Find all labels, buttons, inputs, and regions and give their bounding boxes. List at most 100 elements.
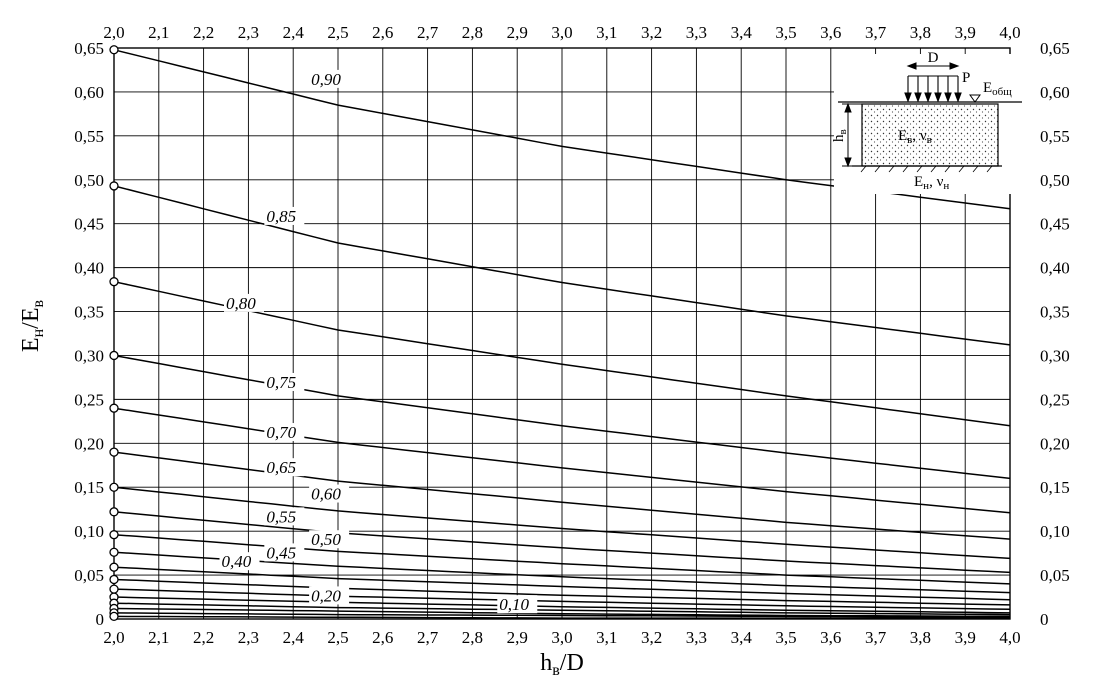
x-tick-label-top: 3,5: [775, 23, 796, 42]
y-tick-label-right: 0,30: [1040, 346, 1070, 365]
x-tick-label-bottom: 2,7: [417, 628, 439, 647]
x-tick-label-bottom: 2,2: [193, 628, 214, 647]
series-line: [113, 451, 1011, 540]
series-line: [113, 578, 1011, 606]
y-tick-label-left: 0,25: [74, 390, 104, 409]
thickness-dimension: [842, 102, 862, 168]
series-label: 0,60: [311, 485, 341, 504]
x-tick-label-top: 3,1: [596, 23, 617, 42]
series-label: 0,90: [311, 70, 341, 89]
total-modulus-label: Eобщ: [983, 80, 1012, 98]
y-tick-label-left: 0,40: [74, 259, 104, 278]
x-tick-label-top: 3,9: [955, 23, 976, 42]
series-line: [113, 566, 1011, 601]
series-start-marker: [109, 277, 119, 287]
x-tick-label-top: 2,2: [193, 23, 214, 42]
x-tick-label-top: 2,8: [462, 23, 483, 42]
x-tick-label-bottom: 2,4: [283, 628, 305, 647]
x-tick-label-top: 3,4: [731, 23, 753, 42]
y-tick-label-right: 0,35: [1040, 303, 1070, 322]
series-start-marker: [109, 507, 119, 517]
y-tick-label-left: 0,60: [74, 83, 104, 102]
series-line: [113, 551, 1011, 594]
x-tick-label-top: 2,3: [238, 23, 259, 42]
series-line: [113, 407, 1011, 514]
y-tick-label-left: 0,55: [74, 127, 104, 146]
series-label-background: [309, 484, 350, 503]
x-tick-label-bottom: 2,9: [507, 628, 528, 647]
y-tick-label-left: 0,65: [74, 39, 104, 58]
series-line: [113, 354, 1011, 480]
y-tick-label-right: 0: [1040, 610, 1049, 629]
series-label: 0,20: [311, 586, 341, 605]
plot-frame: [113, 47, 1011, 620]
y-tick-label-right: 0,65: [1040, 39, 1070, 58]
x-tick-label-top: 3,2: [641, 23, 662, 42]
lower-layer-label: Eн, νн: [914, 174, 949, 192]
x-tick-label-bottom: 2,0: [103, 628, 124, 647]
x-tick-label-top: 2,4: [283, 23, 305, 42]
x-tick-label-bottom: 3,2: [641, 628, 662, 647]
series-line: [113, 588, 1011, 611]
series-label-background: [497, 595, 538, 614]
series-line: [113, 280, 1011, 427]
base-hatching: [860, 165, 993, 173]
series-line: [113, 596, 1011, 614]
y-tick-label-left: 0: [96, 610, 105, 629]
x-tick-label-bottom: 3,1: [596, 628, 617, 647]
series-line: [113, 607, 1011, 618]
x-tick-label-bottom: 4,0: [999, 628, 1020, 647]
y-tick-label-right: 0,50: [1040, 171, 1070, 190]
y-tick-label-left: 0,15: [74, 478, 104, 497]
x-tick-label-bottom: 2,6: [372, 628, 393, 647]
y-tick-label-left: 0,30: [74, 346, 104, 365]
x-tick-label-top: 3,0: [551, 23, 572, 42]
x-axis-title: hв/D: [540, 650, 584, 679]
series-label: 0,10: [499, 595, 529, 614]
y-tick-label-right: 0,15: [1040, 478, 1070, 497]
curves-layer: 0,90 0,85 0,80 0,75 0,70 0,65 0,60 0,55 0,50 0,45…: [109, 45, 1011, 622]
x-tick-label-top: 3,8: [910, 23, 931, 42]
x-tick-label-top: 3,7: [865, 23, 887, 42]
y-tick-label-right: 0,20: [1040, 434, 1070, 453]
surface-marker-icon: [969, 94, 981, 103]
series-start-marker: [109, 574, 119, 585]
series-start-marker: [109, 45, 119, 55]
x-tick-label-bottom: 3,7: [865, 628, 887, 647]
series-label-background: [264, 372, 305, 391]
y-tick-label-left: 0,05: [74, 566, 104, 585]
y-tick-label-right: 0,25: [1040, 390, 1070, 409]
series-line: [113, 185, 1011, 346]
x-tick-label-top: 2,0: [103, 23, 124, 42]
x-tick-label-top: 2,9: [507, 23, 528, 42]
series-label-background: [309, 69, 350, 88]
series-line: [113, 486, 1011, 560]
load-arrows: [904, 75, 962, 103]
x-tick-label-bottom: 2,1: [148, 628, 169, 647]
x-tick-label-top: 2,6: [372, 23, 393, 42]
series-start-marker: [109, 403, 119, 413]
diameter-dimension: [906, 62, 960, 70]
y-tick-label-right: 0,60: [1040, 83, 1070, 102]
series-label-background: [264, 543, 305, 562]
y-tick-label-right: 0,40: [1040, 259, 1070, 278]
series-start-marker: [109, 530, 119, 540]
series-label-background: [219, 552, 260, 571]
x-tick-label-bottom: 3,4: [731, 628, 753, 647]
x-tick-label-bottom: 2,8: [462, 628, 483, 647]
x-tick-label-top: 4,0: [999, 23, 1020, 42]
series-line: [113, 511, 1011, 574]
series-line: [113, 602, 1011, 616]
x-tick-label-top: 3,3: [686, 23, 707, 42]
y-tick-label-left: 0,20: [74, 434, 104, 453]
y-tick-label-right: 0,05: [1040, 566, 1070, 585]
series-line: [113, 615, 1010, 619]
x-tick-label-top: 2,7: [417, 23, 439, 42]
series-label: 0,70: [266, 423, 296, 442]
diameter-label: D: [928, 50, 939, 66]
upper-layer-label: Eв, νв: [898, 128, 932, 146]
series-start-marker: [109, 181, 119, 191]
series-label-background: [309, 586, 350, 605]
load-label: P: [962, 70, 970, 86]
